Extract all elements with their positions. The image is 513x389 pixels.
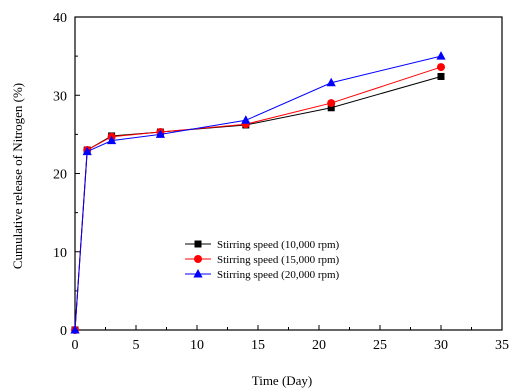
data-point (327, 99, 336, 108)
data-point (436, 51, 446, 60)
y-axis-title: Cumulative release of Nitrogen (%) (10, 83, 25, 269)
plot-frame (74, 16, 503, 331)
series-line (74, 66, 442, 331)
y-tick-label: 10 (53, 246, 67, 261)
y-axis-ticks: 0 10 20 30 40 (53, 11, 80, 339)
plot-border (74, 16, 503, 331)
legend-marker (194, 240, 202, 248)
legend-marker (193, 269, 203, 278)
x-tick-label: 20 (312, 338, 326, 353)
data-point (70, 325, 80, 334)
y-tick-label: 30 (53, 89, 67, 104)
data-point (107, 135, 117, 145)
legend: Stirring speed (10,000 rpm) Stirring spee… (185, 239, 340, 281)
x-tick-label: 0 (72, 338, 79, 353)
y-tick-label: 20 (53, 168, 67, 183)
legend-label: Stirring speed (20,000 rpm) (217, 269, 340, 281)
series-line (74, 55, 442, 331)
x-axis-title: Time (Day) (252, 373, 313, 388)
x-tick-label: 25 (373, 338, 387, 353)
x-tick-label: 30 (434, 338, 448, 353)
series-2 (71, 63, 445, 334)
data-point (437, 72, 445, 80)
y-tick-label: 40 (53, 11, 67, 26)
data-point (327, 104, 335, 112)
x-axis-ticks: 0 5 10 15 20 25 30 35 (72, 325, 509, 353)
data-point (82, 146, 92, 156)
legend-entry: Stirring speed (20,000 rpm) (185, 269, 340, 281)
data-point (155, 129, 165, 138)
data-point (437, 63, 445, 72)
y-tick-label: 0 (60, 324, 67, 339)
legend-marker (194, 255, 202, 263)
series-1 (71, 72, 445, 334)
legend-label: Stirring speed (15,000 rpm) (217, 254, 340, 266)
x-tick-label: 5 (133, 338, 140, 353)
data-point (241, 115, 251, 124)
legend-label: Stirring speed (10,000 rpm) (217, 239, 340, 251)
legend-entry: Stirring speed (10,000 rpm) (185, 239, 340, 251)
legend-entry: Stirring speed (15,000 rpm) (185, 254, 340, 266)
x-tick-label: 15 (251, 338, 265, 353)
series-3 (70, 51, 446, 334)
data-point (326, 77, 336, 87)
series-layer (70, 51, 446, 334)
x-tick-label: 35 (495, 338, 509, 353)
x-tick-label: 10 (190, 338, 204, 353)
